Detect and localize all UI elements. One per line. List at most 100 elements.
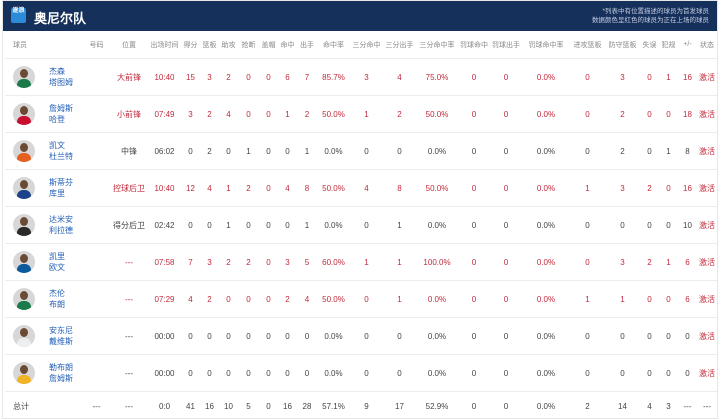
- player-name[interactable]: 斯蒂芬库里: [49, 177, 81, 199]
- player-cell[interactable]: 达米安利拉德: [5, 207, 83, 244]
- stat-cell: 0: [278, 318, 297, 355]
- player-cell[interactable]: 斯蒂芬库里: [5, 170, 83, 207]
- stat-cell: 16: [678, 59, 697, 96]
- stat-cell: 0: [678, 318, 697, 355]
- column-header: 三分命中率: [416, 31, 458, 59]
- status-cell: 激活: [697, 281, 717, 318]
- player-name[interactable]: 詹姆斯哈登: [49, 103, 81, 125]
- team-name: 奥尼尔队: [34, 8, 86, 27]
- stat-cell: 1: [278, 96, 297, 133]
- player-name-line: 欧文: [49, 262, 81, 273]
- player-cell[interactable]: 杰伦布朗: [5, 281, 83, 318]
- stat-cell: ---: [110, 318, 148, 355]
- player-name-line: 斯蒂芬: [49, 177, 81, 188]
- player-cell[interactable]: 凯文杜兰特: [5, 133, 83, 170]
- stat-cell: 50.0%: [416, 170, 458, 207]
- player-name[interactable]: 安东尼戴维斯: [49, 325, 81, 347]
- stat-cell: 7: [181, 244, 200, 281]
- stat-cell: 0: [458, 281, 490, 318]
- stat-cell: 7: [297, 59, 317, 96]
- stat-cell: 0.0%: [416, 355, 458, 392]
- player-avatar: [13, 140, 35, 162]
- stat-cell: 50.0%: [317, 96, 350, 133]
- total-cell: 5: [238, 392, 259, 420]
- stat-cell: 8: [678, 133, 697, 170]
- stat-cell: 0: [458, 59, 490, 96]
- player-name[interactable]: 杰伦布朗: [49, 288, 81, 310]
- player-name[interactable]: 达米安利拉德: [49, 214, 81, 236]
- player-name-line: 布朗: [49, 299, 81, 310]
- stat-cell: 0: [640, 96, 659, 133]
- table-header-row: 球员号码位置出场时间得分篮板助攻抢断盖帽命中出手命中率三分命中三分出手三分命中率…: [5, 31, 717, 59]
- column-header: 命中率: [317, 31, 350, 59]
- player-name-line: 利拉德: [49, 225, 81, 236]
- stat-cell: 85.7%: [317, 59, 350, 96]
- stat-cell: ---: [110, 281, 148, 318]
- player-avatar: [13, 251, 35, 273]
- stat-cell: 1: [383, 281, 416, 318]
- status-cell: 激活: [697, 170, 717, 207]
- player-name[interactable]: 勒布朗詹姆斯: [49, 362, 81, 384]
- player-cell[interactable]: 勒布朗詹姆斯: [5, 355, 83, 392]
- total-cell: ---: [697, 392, 717, 420]
- stat-cell: 0.0%: [317, 318, 350, 355]
- total-cell: 16: [200, 392, 219, 420]
- stat-cell: 10: [678, 207, 697, 244]
- stat-cell: 0: [605, 207, 640, 244]
- total-cell: 57.1%: [317, 392, 350, 420]
- stat-cell: 2: [200, 281, 219, 318]
- stat-cell: 4: [383, 59, 416, 96]
- stat-cell: 0.0%: [416, 133, 458, 170]
- stat-cell: 0: [259, 318, 278, 355]
- stat-cell: [83, 355, 110, 392]
- stat-cell: 2: [640, 244, 659, 281]
- player-name-line: 杰伦: [49, 288, 81, 299]
- stat-cell: 10:40: [148, 170, 181, 207]
- stat-cell: 1: [350, 244, 383, 281]
- stat-cell: 6: [678, 281, 697, 318]
- stat-cell: 控球后卫: [110, 170, 148, 207]
- stat-cell: 0: [458, 244, 490, 281]
- player-cell[interactable]: 詹姆斯哈登: [5, 96, 83, 133]
- stat-cell: 0: [259, 96, 278, 133]
- player-cell[interactable]: 杰森塔图姆: [5, 59, 83, 96]
- stat-cell: 0: [350, 207, 383, 244]
- stat-cell: 4: [181, 281, 200, 318]
- team-header: 逐浪 奥尼尔队 *列表中有位置描述的球员为首发球员 数据颜色呈红色的球员为正在上…: [3, 1, 717, 31]
- column-header: 防守篮板: [605, 31, 640, 59]
- player-avatar: [13, 325, 35, 347]
- player-cell[interactable]: 安东尼戴维斯: [5, 318, 83, 355]
- stat-cell: 0: [383, 355, 416, 392]
- stat-cell: 0.0%: [416, 281, 458, 318]
- total-cell: 0:0: [148, 392, 181, 420]
- stat-cell: 0: [259, 59, 278, 96]
- stat-cell: 1: [570, 281, 605, 318]
- player-name[interactable]: 凯里欧文: [49, 251, 81, 273]
- stat-cell: 2: [219, 59, 238, 96]
- stat-cell: 2: [605, 133, 640, 170]
- player-name[interactable]: 杰森塔图姆: [49, 66, 81, 88]
- stat-cell: 0: [490, 170, 522, 207]
- player-name[interactable]: 凯文杜兰特: [49, 140, 81, 162]
- stat-cell: 1: [383, 244, 416, 281]
- stat-cell: 1: [219, 207, 238, 244]
- stat-cell: 0.0%: [522, 281, 570, 318]
- stat-cell: 07:58: [148, 244, 181, 281]
- stat-cell: 0: [570, 355, 605, 392]
- status-cell: 激活: [697, 59, 717, 96]
- stat-cell: 0: [200, 355, 219, 392]
- player-cell[interactable]: 凯里欧文: [5, 244, 83, 281]
- stat-cell: 0: [297, 318, 317, 355]
- stat-cell: 2: [278, 281, 297, 318]
- stat-cell: 中锋: [110, 133, 148, 170]
- stat-cell: 0: [570, 96, 605, 133]
